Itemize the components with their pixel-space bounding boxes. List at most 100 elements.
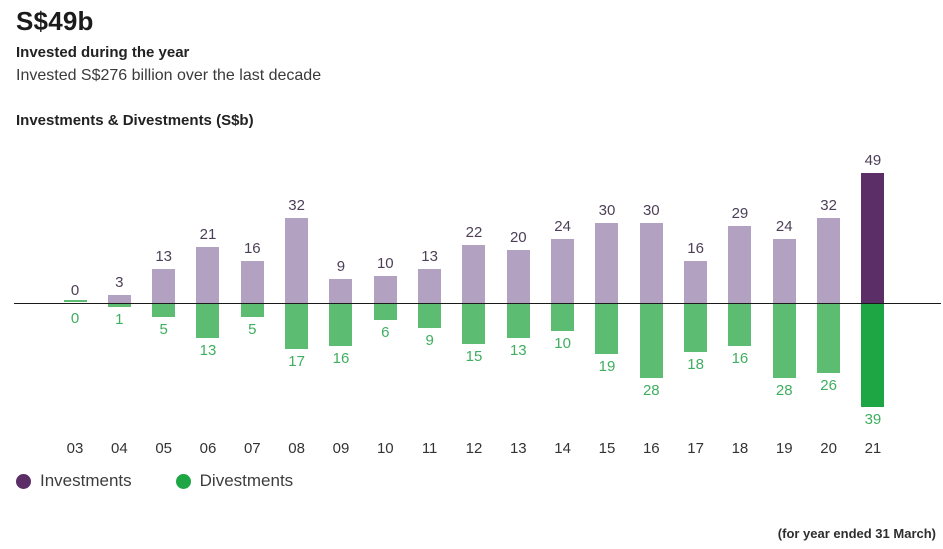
year-label: 04: [110, 440, 128, 457]
divestment-value-label: 15: [465, 348, 483, 365]
investment-value-label: 10: [376, 255, 394, 272]
divestment-bar: [728, 304, 752, 346]
divestment-value-label: 10: [554, 335, 571, 352]
investment-bar: [196, 247, 220, 303]
legend-item-investments: Investments: [16, 471, 132, 491]
divestment-bar: [861, 304, 885, 407]
investment-bar: [772, 239, 796, 303]
divestment-bar: [152, 304, 176, 317]
year-label: 06: [199, 440, 217, 457]
year-label: 16: [642, 440, 660, 457]
investment-value-label: 24: [554, 218, 571, 235]
year-end-footnote: (for year ended 31 March): [777, 526, 936, 541]
investment-value-label: 16: [243, 240, 261, 257]
divestment-value-label: 16: [332, 350, 350, 367]
year-label: 09: [332, 440, 350, 457]
investment-value-label: 9: [336, 258, 346, 275]
zero-axis-line: [14, 303, 941, 304]
chart-title: Investments & Divestments (S$b): [16, 112, 254, 129]
divestment-bar: [329, 304, 353, 346]
divestment-bar: [418, 304, 442, 328]
divestment-bar: [772, 304, 796, 378]
year-label: 18: [731, 440, 749, 457]
divestment-bar: [684, 304, 708, 352]
investment-value-label: 30: [642, 202, 660, 219]
investment-bar: [462, 245, 486, 303]
legend-label-divestments: Divestments: [199, 471, 294, 490]
investment-bar: [595, 223, 619, 303]
investment-value-label: 29: [731, 205, 749, 222]
divestment-bar: [196, 304, 220, 338]
year-label: 19: [775, 440, 793, 457]
divestment-bar: [639, 304, 663, 378]
investment-value-label: 0: [70, 282, 80, 299]
year-label: 21: [864, 440, 882, 457]
investment-bar: [240, 261, 264, 303]
investments-dot-icon: [16, 473, 31, 489]
investment-bar: [684, 261, 708, 303]
investment-bar: [817, 218, 841, 303]
investment-bar: [551, 239, 575, 303]
investment-value-label: 21: [199, 226, 217, 243]
divestment-value-label: 6: [381, 324, 390, 341]
divestment-bar: [551, 304, 575, 331]
divestment-value-label: 28: [642, 382, 660, 399]
divestment-value-label: 19: [598, 358, 616, 375]
divestment-bar: [285, 304, 309, 349]
investment-value-label: 16: [687, 240, 704, 257]
investment-value-label: 24: [775, 218, 793, 235]
divestment-value-label: 39: [864, 411, 882, 428]
divestment-bar: [107, 304, 131, 307]
investment-value-label: 32: [288, 197, 305, 214]
year-label: 13: [509, 440, 527, 457]
headline-amount: S$49b: [16, 6, 94, 36]
investment-bar: [329, 279, 353, 303]
divestment-value-label: 9: [425, 332, 434, 349]
investment-value-label: 13: [421, 248, 438, 265]
investment-value-label: 13: [155, 248, 172, 265]
investment-bar: [152, 269, 176, 303]
investment-bar: [639, 223, 663, 303]
divestment-bar: [240, 304, 264, 317]
divestment-value-label: 28: [775, 382, 793, 399]
divestment-bar: [63, 300, 87, 302]
investment-bar: [506, 250, 530, 303]
investment-bar: [861, 173, 885, 303]
divestment-bar: [462, 304, 486, 344]
divestment-bar: [595, 304, 619, 354]
year-label: 05: [155, 440, 172, 457]
divestment-bar: [817, 304, 841, 373]
year-label: 11: [421, 440, 438, 457]
investment-bar: [107, 295, 131, 303]
year-label: 03: [66, 440, 84, 457]
chart-legend: Investments Divestments: [16, 471, 293, 491]
divestment-value-label: 13: [509, 342, 527, 359]
year-label: 17: [687, 440, 704, 457]
year-label: 12: [465, 440, 483, 457]
divestments-dot-icon: [175, 473, 191, 489]
divestment-value-label: 17: [288, 353, 305, 370]
divestment-value-label: 5: [248, 321, 257, 338]
investment-value-label: 49: [864, 152, 882, 169]
investment-value-label: 32: [820, 197, 837, 214]
investment-value-label: 20: [509, 229, 527, 246]
divestment-value-label: 1: [115, 311, 124, 328]
investment-value-label: 22: [465, 224, 483, 241]
divestment-value-label: 13: [199, 342, 217, 359]
investment-bar: [373, 276, 397, 303]
headline-subtitle: Invested during the year: [16, 44, 190, 61]
divestment-bar: [373, 304, 397, 320]
divestment-value-label: 16: [731, 350, 749, 367]
divestment-bar: [506, 304, 530, 338]
investment-value-label: 30: [598, 202, 616, 219]
year-label: 10: [376, 440, 394, 457]
decade-summary-text: Invested S$276 billion over the last dec…: [16, 67, 322, 84]
year-label: 15: [598, 440, 616, 457]
divestment-value-label: 26: [820, 377, 837, 394]
year-label: 08: [288, 440, 305, 457]
legend-item-divestments: Divestments: [175, 471, 294, 491]
year-label: 14: [554, 440, 571, 457]
year-label: 07: [243, 440, 261, 457]
